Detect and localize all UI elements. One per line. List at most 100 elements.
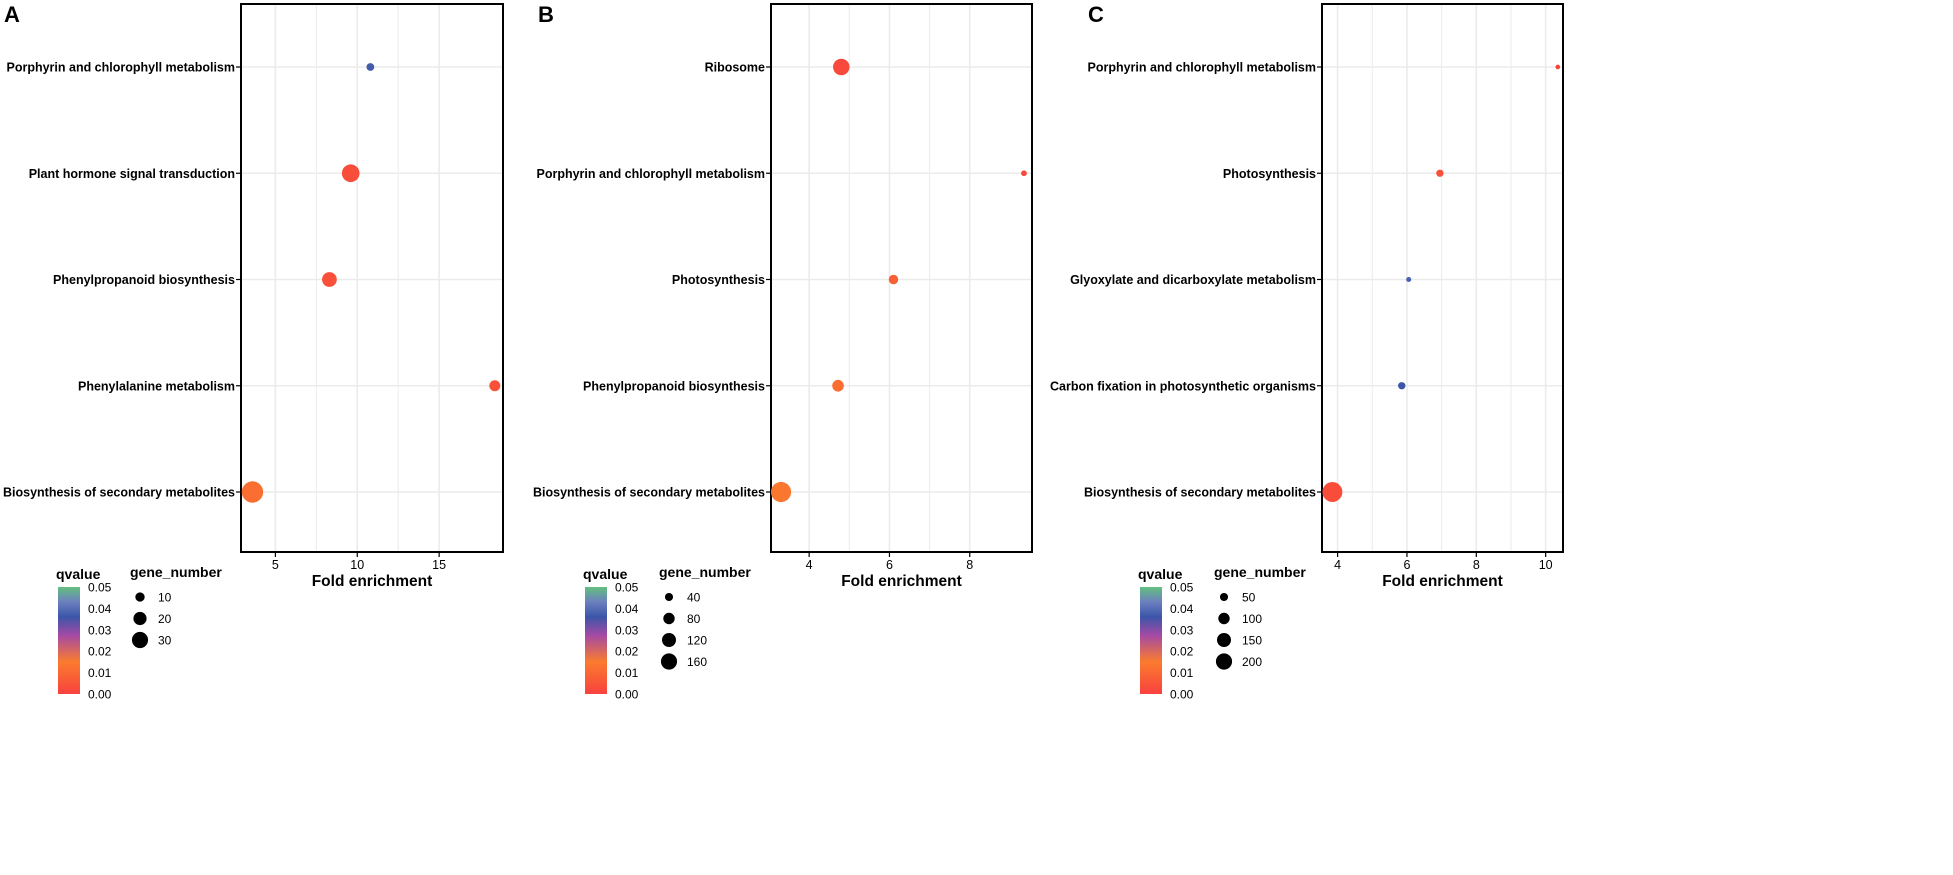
qvalue-legend-label: 0.01 [88,666,112,680]
size-legend-label: 40 [687,591,701,605]
x-tick-label: 10 [1539,558,1553,572]
qvalue-legend-label: 0.04 [1170,602,1194,616]
y-tick-label: Ribosome [705,61,765,75]
y-tick-label: Biosynthesis of secondary metabolites [1084,486,1316,500]
x-tick-label: 6 [1403,558,1410,572]
y-tick-label: Photosynthesis [1223,167,1316,181]
x-tick-label: 4 [1334,558,1341,572]
data-point [366,63,375,71]
size-legend-dot [131,631,149,649]
qvalue-legend-label: 0.03 [615,623,639,637]
size-legend-label: 20 [158,612,172,626]
panel-a: A Porphyrin and chlorophyll metabolism Pla… [3,2,504,702]
data-point [833,58,850,76]
panel-label: A [4,2,20,27]
gene-number-legend-title: gene_number [659,564,751,580]
qvalue-legend-label: 0.03 [1170,623,1194,637]
qvalue-legend-label: 0.02 [615,645,639,659]
y-tick-label: Biosynthesis of secondary metabolites [533,486,765,500]
size-legend-dot [663,612,675,625]
data-point [832,379,844,392]
qvalue-legend-label: 0.05 [1170,581,1194,595]
y-tick-label: Phenylpropanoid biosynthesis [53,273,235,287]
qvalue-colorbar [1140,587,1162,694]
y-tick-label: Carbon fixation in photosynthetic organi… [1050,379,1316,393]
size-legend-dot [1215,653,1233,670]
x-tick-label: 6 [886,558,893,572]
qvalue-legend-label: 0.04 [615,602,639,616]
qvalue-colorbar [58,587,80,694]
data-point [322,272,337,287]
size-legend-label: 50 [1242,591,1256,605]
data-point [1021,170,1027,177]
data-point [1436,169,1444,177]
x-axis-title: Fold enrichment [312,573,433,590]
size-legend-dot [133,611,147,626]
qvalue-legend-label: 0.00 [1170,688,1194,702]
gene-number-legend: gene_number 10 20 30 [130,564,222,649]
y-tick-label: Photosynthesis [672,273,765,287]
qvalue-legend-title: qvalue [583,566,628,582]
data-point [1322,482,1343,502]
qvalue-legend-label: 0.05 [88,581,112,595]
panel-c: C Porphyrin and chlorophyll metabolism Pho… [1050,2,1564,702]
size-legend-label: 30 [158,634,172,648]
panel-label: C [1088,2,1104,27]
data-point [489,380,501,392]
qvalue-legend-title: qvalue [56,566,101,582]
size-legend-dot [660,653,678,670]
size-legend-dot [1217,633,1231,647]
x-tick-label: 15 [432,558,446,572]
gene-number-legend-title: gene_number [130,564,222,580]
size-legend-dot [662,633,676,647]
panel-label: B [538,2,554,27]
y-tick-label: Porphyrin and chlorophyll metabolism [1087,61,1316,75]
y-tick-label: Porphyrin and chlorophyll metabolism [536,167,765,181]
qvalue-legend-label: 0.04 [88,602,112,616]
data-point [888,274,899,285]
plot-frame [1321,3,1564,553]
data-point [241,481,264,503]
qvalue-legend-label: 0.00 [88,688,112,702]
size-legend-dot [1219,592,1229,602]
x-tick-label: 4 [806,558,813,572]
panel-b: B Ribosome Porphyrin and chlorophyll metab… [533,2,1033,702]
gene-number-legend: gene_number 50 100 150 200 [1214,564,1306,670]
data-point [1398,382,1406,390]
data-point [770,481,792,503]
plot-frame [770,3,1033,553]
size-legend-dot [1218,612,1230,625]
y-tick-label: Phenylalanine metabolism [78,379,235,393]
size-legend-label: 10 [158,591,172,605]
qvalue-legend-title: qvalue [1138,566,1183,582]
size-legend-dot [135,592,145,602]
size-legend-label: 160 [687,655,707,669]
x-axis-title: Fold enrichment [1382,573,1503,590]
size-legend-label: 120 [687,634,707,648]
y-tick-label: Phenylpropanoid biosynthesis [583,379,765,393]
x-axis-title: Fold enrichment [841,573,962,590]
y-tick-label: Porphyrin and chlorophyll metabolism [6,61,235,75]
qvalue-legend-label: 0.00 [615,688,639,702]
size-legend-label: 100 [1242,612,1262,626]
data-point [1406,276,1412,283]
y-tick-label: Biosynthesis of secondary metabolites [3,486,235,500]
qvalue-legend-label: 0.02 [88,645,112,659]
x-tick-label: 10 [350,558,364,572]
y-tick-label: Glyoxylate and dicarboxylate metabolism [1070,273,1316,287]
x-tick-label: 8 [966,558,973,572]
qvalue-legend-label: 0.05 [615,581,639,595]
gene-number-legend-title: gene_number [1214,564,1306,580]
plot-frame [240,3,504,553]
qvalue-legend-label: 0.01 [615,666,639,680]
size-legend-label: 150 [1242,634,1262,648]
size-legend-dot [664,592,674,602]
qvalue-legend-label: 0.02 [1170,645,1194,659]
qvalue-colorbar [585,587,607,694]
x-tick-label: 8 [1473,558,1480,572]
size-legend-label: 80 [687,612,701,626]
data-point [341,164,360,183]
